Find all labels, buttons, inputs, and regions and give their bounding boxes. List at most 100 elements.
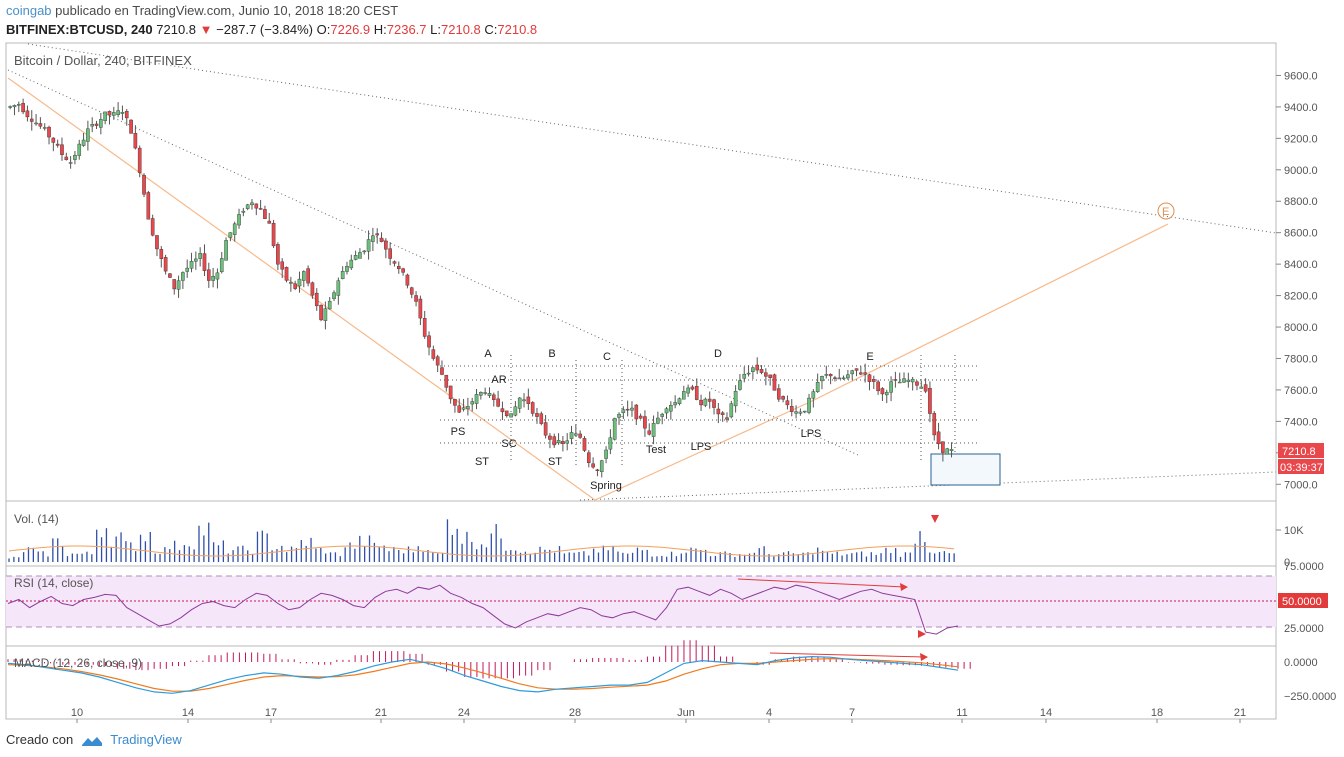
- price-tick-label: 7000.0: [1284, 479, 1318, 491]
- candle: [561, 441, 565, 444]
- candle: [893, 379, 898, 381]
- price-tick-label: 7600.0: [1284, 385, 1318, 397]
- upper-trendline: [27, 43, 1277, 234]
- volume-spike-arrow-icon: [931, 515, 939, 523]
- volume-ma-line: [8, 545, 955, 557]
- annotation-label: LPS: [691, 441, 712, 453]
- orange-down-line: [7, 77, 596, 501]
- candle: [945, 448, 950, 455]
- annotation-label: Spring: [590, 480, 622, 492]
- last-price-tag-text: 7210.8: [1282, 446, 1316, 458]
- annotation-label: LPS: [801, 428, 822, 440]
- candle: [323, 308, 328, 321]
- candle: [690, 386, 695, 390]
- macd-divergence-line: [769, 652, 926, 658]
- candle: [712, 399, 716, 408]
- candle: [686, 387, 690, 394]
- candle: [591, 463, 595, 468]
- candle: [64, 156, 69, 160]
- annotation-label: SC: [501, 438, 516, 450]
- candle: [526, 396, 531, 404]
- candle: [539, 413, 544, 424]
- candle: [263, 209, 267, 219]
- candle: [820, 376, 824, 382]
- candle: [150, 218, 155, 236]
- candle: [902, 378, 906, 383]
- annotation-label: C: [603, 351, 611, 363]
- candle: [206, 269, 211, 281]
- candle: [211, 276, 215, 281]
- candle: [677, 398, 682, 404]
- candle: [8, 106, 12, 108]
- candle: [440, 367, 444, 375]
- candle: [142, 175, 146, 195]
- candle: [604, 449, 608, 459]
- candle: [86, 128, 90, 142]
- volume-layer: 10K 0: [8, 519, 1304, 569]
- candle: [794, 411, 798, 414]
- annotation-label: ST: [548, 456, 562, 468]
- candle: [47, 126, 51, 138]
- candle: [358, 252, 362, 259]
- annotation-label: A: [484, 348, 492, 360]
- candle: [552, 436, 557, 446]
- rsi-divergence-arrow: [900, 583, 908, 591]
- candle: [384, 240, 388, 250]
- candle: [250, 202, 254, 206]
- low-label: L:: [430, 22, 441, 37]
- open-value: 7226.9: [330, 22, 371, 37]
- candle: [543, 422, 548, 436]
- down-arrow-icon: ▼: [199, 22, 213, 37]
- candle: [656, 417, 660, 424]
- macd-signal-line: [7, 657, 959, 692]
- candle: [850, 370, 855, 375]
- price-tick-label: 9000.0: [1284, 165, 1318, 177]
- candle: [651, 422, 656, 437]
- price-tick-label: 8600.0: [1284, 228, 1318, 240]
- candle: [232, 223, 237, 235]
- candle: [120, 112, 125, 114]
- candle: [811, 391, 816, 399]
- candle: [738, 380, 742, 390]
- orange-up-line: [594, 223, 1169, 501]
- time-tick-label: 24: [458, 707, 470, 719]
- candle: [124, 111, 129, 119]
- candle: [915, 381, 919, 386]
- candle: [703, 398, 708, 406]
- price-axis[interactable]: 9600.0 9400.0 9200.0 9000.0 8800.0 8600.0 8400…: [1276, 70, 1318, 491]
- time-axis[interactable]: 10 14 17 21 24 28 Jun 4 7 11 14 18 21: [71, 707, 1246, 723]
- candle: [535, 413, 539, 417]
- time-tick-label: 21: [375, 707, 387, 719]
- candle: [725, 417, 729, 420]
- candle: [297, 278, 302, 287]
- symbol-bar: BITFINEX:BTCUSD, 240 7210.8 ▼ −287.7 (−3…: [6, 22, 537, 37]
- candle: [94, 123, 99, 126]
- candle: [854, 368, 859, 371]
- candle: [673, 402, 677, 406]
- candle: [474, 394, 479, 404]
- author-link[interactable]: coingab: [6, 3, 52, 18]
- candle: [928, 387, 932, 414]
- chart-title: Bitcoin / Dollar, 240, BITFINEX: [14, 53, 192, 68]
- candle: [301, 271, 306, 281]
- macd-label: MACD (12, 26, close, 9): [14, 656, 142, 670]
- candle: [828, 374, 833, 377]
- candle: [479, 392, 483, 396]
- candle: [664, 408, 669, 414]
- candle: [556, 440, 561, 444]
- tradingview-link[interactable]: TradingView: [110, 732, 182, 747]
- candle: [81, 139, 86, 146]
- candle: [379, 237, 384, 242]
- candle: [362, 250, 367, 253]
- candle: [759, 369, 764, 373]
- candle: [582, 438, 587, 451]
- candle: [466, 406, 470, 410]
- candle: [517, 397, 522, 409]
- candles-layer: [8, 98, 954, 478]
- candle: [29, 118, 34, 122]
- last-price-tag: [1278, 443, 1324, 458]
- candle: [565, 440, 570, 444]
- price-tick-label: 7800.0: [1284, 353, 1318, 365]
- candle: [116, 110, 120, 115]
